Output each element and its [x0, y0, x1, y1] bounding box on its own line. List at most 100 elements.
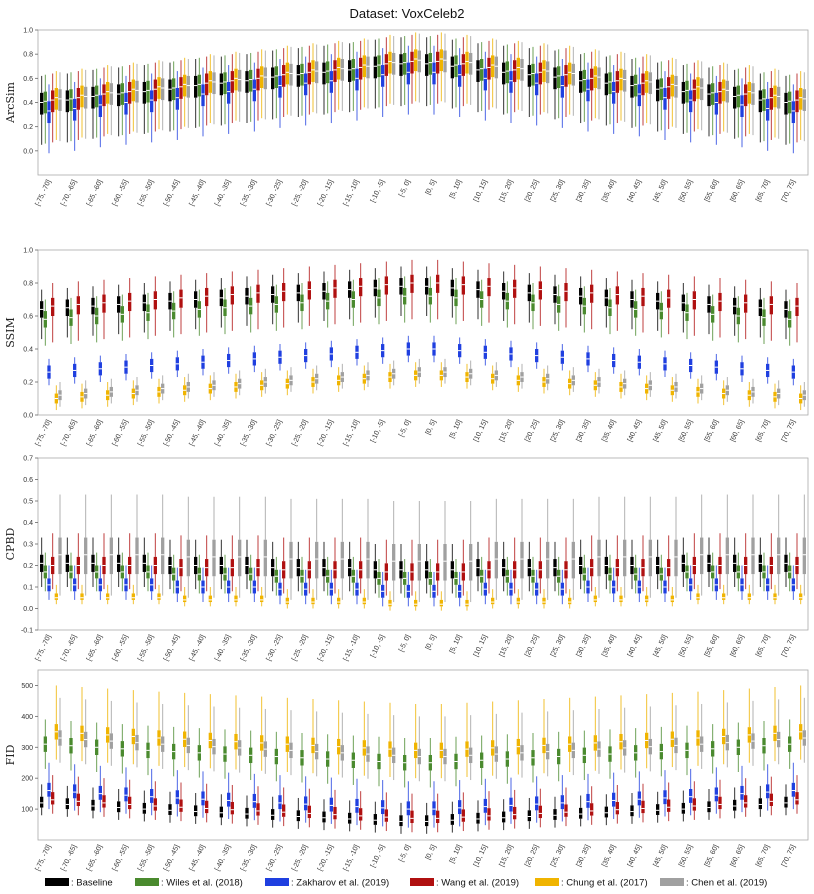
- box: [384, 809, 388, 822]
- box: [153, 79, 157, 102]
- legend-swatch: [135, 878, 159, 886]
- box: [168, 804, 172, 815]
- box: [450, 814, 454, 825]
- box: [43, 91, 47, 114]
- box: [425, 54, 429, 76]
- box: [410, 810, 414, 823]
- box: [355, 798, 359, 813]
- box: [289, 63, 293, 86]
- box: [205, 287, 209, 307]
- box: [656, 804, 660, 815]
- box: [109, 83, 113, 105]
- box: [458, 65, 462, 87]
- box: [307, 62, 311, 85]
- box: [285, 62, 289, 85]
- box: [593, 66, 597, 88]
- box: [120, 83, 124, 105]
- box: [282, 804, 286, 817]
- box: [381, 65, 385, 87]
- y-tick-label: 0.4: [23, 100, 33, 107]
- box: [51, 297, 55, 316]
- box: [106, 593, 110, 600]
- box: [707, 84, 711, 107]
- box: [681, 802, 685, 814]
- box: [557, 66, 561, 88]
- box: [256, 68, 260, 91]
- box: [260, 595, 264, 603]
- legend-label: : Zakharov et al. (2019): [291, 878, 389, 889]
- box: [348, 60, 352, 82]
- box: [263, 539, 267, 577]
- box: [769, 88, 773, 110]
- box: [392, 544, 396, 581]
- box: [359, 278, 363, 297]
- box: [634, 74, 638, 97]
- box: [406, 62, 410, 85]
- box: [487, 278, 491, 297]
- box: [392, 52, 396, 75]
- box: [568, 62, 572, 85]
- box: [784, 796, 788, 808]
- box: [674, 75, 678, 98]
- box: [161, 78, 165, 101]
- box: [329, 71, 333, 93]
- y-tick-label: 0.2: [23, 380, 33, 387]
- box: [645, 595, 649, 603]
- box: [186, 75, 190, 98]
- plot-frame: [37, 669, 809, 841]
- box: [542, 597, 546, 605]
- box: [219, 73, 223, 96]
- box: [223, 72, 227, 95]
- box: [366, 541, 370, 579]
- box: [619, 68, 623, 91]
- plot-frame: [37, 249, 809, 416]
- box: [40, 796, 44, 808]
- box: [168, 79, 172, 102]
- box: [579, 807, 583, 819]
- box: [769, 793, 773, 806]
- box: [256, 803, 260, 816]
- box: [795, 297, 799, 316]
- box: [711, 83, 715, 105]
- box: [179, 799, 183, 812]
- box: [388, 51, 392, 74]
- box: [179, 77, 183, 99]
- box: [153, 291, 157, 310]
- box: [513, 60, 517, 82]
- box: [560, 795, 564, 810]
- box: [410, 51, 414, 74]
- box: [142, 802, 146, 814]
- box: [230, 286, 234, 305]
- y-axis-label: SSIM: [4, 317, 17, 348]
- box: [461, 54, 465, 76]
- box: [513, 806, 517, 820]
- box: [40, 92, 44, 115]
- box: [564, 65, 568, 87]
- y-tick-label: 200: [21, 776, 33, 783]
- box: [564, 804, 568, 817]
- box: [183, 595, 187, 603]
- box: [117, 801, 121, 813]
- box: [102, 294, 106, 313]
- box: [230, 71, 234, 93]
- box: [98, 95, 102, 117]
- box: [795, 792, 799, 805]
- box: [384, 276, 388, 295]
- box: [131, 593, 135, 600]
- box: [153, 798, 157, 811]
- box: [54, 88, 58, 110]
- box: [751, 83, 755, 105]
- box: [597, 539, 601, 577]
- box: [542, 60, 546, 82]
- box: [355, 68, 359, 91]
- box: [95, 85, 99, 108]
- y-tick-label: 0.1: [23, 585, 33, 592]
- box: [91, 86, 95, 109]
- box: [487, 57, 491, 80]
- box: [461, 809, 465, 822]
- box: [571, 541, 575, 579]
- box: [271, 67, 275, 90]
- legend-swatch: [45, 878, 69, 886]
- box: [58, 89, 62, 111]
- box: [689, 789, 693, 803]
